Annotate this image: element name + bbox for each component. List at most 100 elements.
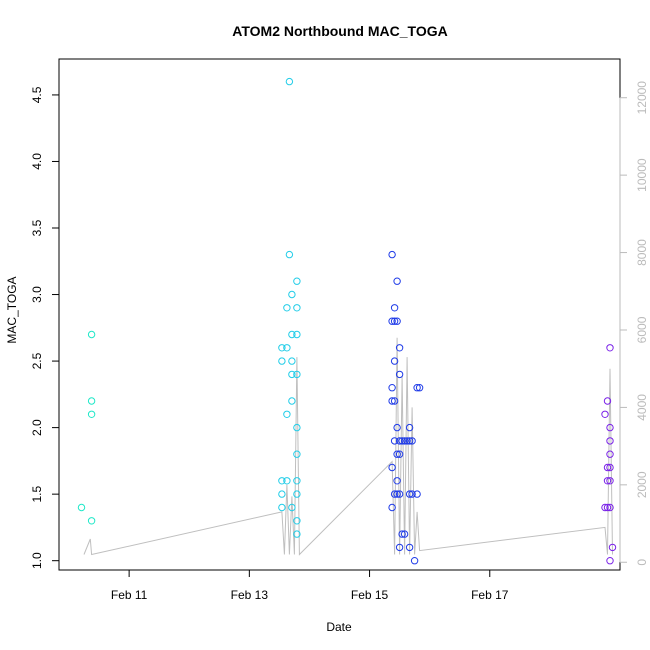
y2-tick-label: 8000 — [635, 239, 649, 266]
y-tick-label: 2.0 — [30, 419, 44, 436]
data-point — [400, 437, 409, 445]
data-point — [408, 437, 416, 445]
data-point — [601, 410, 609, 418]
y2-tick-label: 6000 — [635, 316, 649, 343]
data-point — [606, 463, 614, 472]
y-tick-label: 4.0 — [30, 153, 44, 170]
x-tick-label: Feb 17 — [471, 588, 509, 602]
data-point — [278, 503, 286, 512]
y2-tick-label: 12000 — [635, 81, 649, 115]
secondary-line-layer — [83, 337, 613, 556]
data-point — [293, 423, 301, 432]
y-axis: 1.0 1.5 2.0 2.5 3.0 3.5 4.0 4.5 — [30, 86, 60, 569]
data-point — [288, 503, 296, 512]
data-point — [293, 490, 301, 498]
data-point — [390, 397, 399, 405]
data-point — [388, 384, 396, 392]
data-point — [415, 384, 424, 392]
y-axis-label: MAC_TOGA — [5, 276, 19, 343]
data-point — [293, 517, 301, 525]
data-point — [87, 410, 96, 418]
x-tick-label: Feb 11 — [111, 588, 148, 602]
data-point — [395, 450, 404, 458]
data-point — [608, 543, 617, 552]
data-point — [393, 477, 401, 485]
data-point — [293, 477, 301, 485]
data-point — [405, 543, 414, 552]
data-point — [606, 423, 614, 432]
data-point — [283, 410, 291, 418]
data-point — [603, 503, 612, 512]
data-point — [293, 370, 301, 379]
data-point — [408, 490, 416, 498]
data-point — [405, 423, 414, 432]
x-axis: Feb 11 Feb 13 Feb 15 Feb 17 — [111, 569, 509, 602]
data-point — [87, 330, 96, 339]
data-point — [606, 450, 614, 458]
data-point — [388, 317, 396, 325]
y2-tick-label: 2000 — [635, 471, 649, 498]
data-point — [388, 250, 396, 259]
data-point — [395, 437, 404, 445]
data-point — [603, 463, 612, 472]
data-point — [293, 450, 301, 458]
plot-frame — [58, 58, 621, 571]
data-point — [405, 490, 414, 498]
data-point — [288, 290, 296, 299]
data-point — [606, 477, 614, 485]
data-point — [395, 344, 404, 352]
data-point — [398, 530, 406, 538]
data-point — [603, 477, 612, 485]
data-point — [390, 304, 399, 312]
y-tick-label: 3.0 — [30, 286, 44, 303]
data-point — [390, 437, 399, 445]
data-point — [293, 530, 301, 538]
data-point — [278, 357, 286, 365]
y-tick-label: 1.5 — [30, 485, 44, 502]
y2-tick-label: 10000 — [635, 158, 649, 192]
x-tick-label: Feb 13 — [231, 588, 269, 602]
data-point — [393, 277, 401, 285]
data-point — [393, 317, 401, 325]
data-point — [603, 397, 612, 405]
data-point — [413, 384, 421, 392]
data-point — [293, 304, 301, 312]
data-point — [288, 330, 296, 339]
data-point — [606, 557, 614, 565]
data-point — [285, 77, 294, 86]
data-point — [601, 503, 609, 512]
data-point — [283, 344, 291, 352]
data-point — [606, 503, 614, 512]
data-point — [390, 317, 399, 325]
x-axis-label: Date — [326, 620, 352, 634]
data-point — [283, 477, 291, 485]
data-point — [390, 357, 399, 365]
data-point — [413, 490, 421, 498]
data-point — [395, 370, 404, 379]
secondary-series-line — [83, 337, 613, 556]
y2-tick-label: 4000 — [635, 394, 649, 421]
y2-tick-label: 0 — [635, 559, 649, 566]
data-point — [388, 463, 396, 472]
data-point — [283, 304, 291, 312]
data-point — [606, 437, 614, 445]
data-point — [405, 437, 414, 445]
y2-axis: 0 2000 4000 6000 8000 10000 12000 — [619, 81, 649, 566]
data-point — [403, 437, 411, 445]
data-point — [285, 250, 294, 259]
data-point — [278, 477, 286, 485]
data-point — [388, 503, 396, 512]
data-point — [398, 437, 406, 445]
points-layer — [77, 77, 617, 565]
y-tick-label: 1.0 — [30, 552, 44, 569]
data-point — [288, 370, 296, 379]
data-point — [393, 450, 401, 458]
data-point — [395, 543, 404, 552]
data-point — [395, 490, 404, 498]
chart-title: ATOM2 Northbound MAC_TOGA — [232, 23, 447, 39]
x-tick-label: Feb 15 — [351, 588, 389, 602]
data-point — [288, 357, 296, 365]
data-point — [390, 490, 399, 498]
data-point — [278, 344, 286, 352]
